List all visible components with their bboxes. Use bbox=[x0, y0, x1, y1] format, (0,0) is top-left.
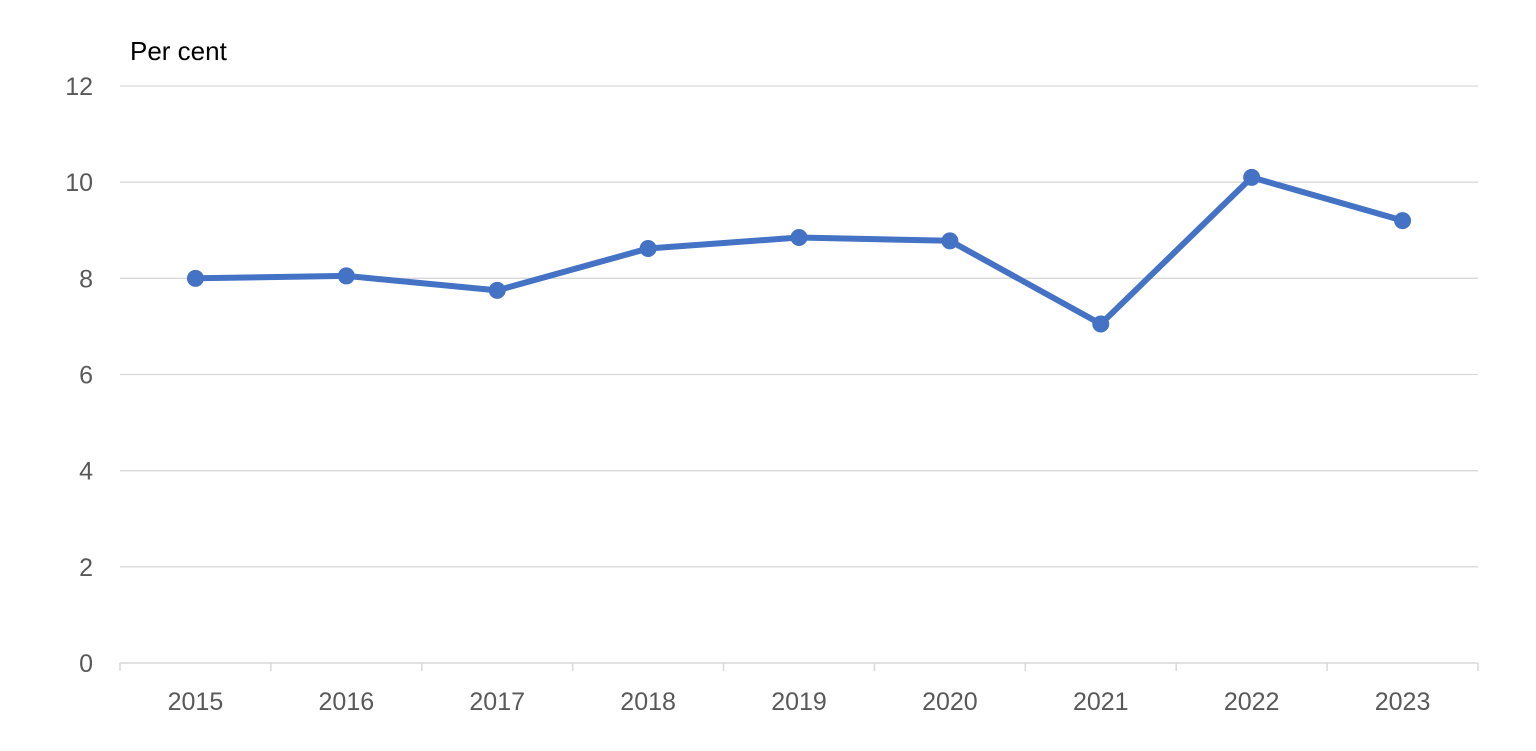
x-tick-label: 2021 bbox=[1073, 688, 1129, 716]
series-line bbox=[192, 174, 1406, 327]
data-point-2022 bbox=[1243, 168, 1261, 186]
data-point-2018 bbox=[639, 240, 657, 258]
y-tick-label: 10 bbox=[65, 169, 93, 197]
data-point-2015 bbox=[186, 269, 204, 287]
x-tick-label: 2015 bbox=[168, 688, 224, 716]
x-tick-label: 2020 bbox=[922, 688, 978, 716]
y-tick-label: 0 bbox=[79, 650, 93, 678]
y-axis-ticks: 0 2 4 6 8 10 12 bbox=[65, 73, 93, 678]
x-axis-ticks: 2015 2016 2017 2018 2019 2020 2021 2022 2023 bbox=[168, 688, 1431, 716]
y-tick-label: 2 bbox=[79, 554, 93, 582]
data-point-2023 bbox=[1394, 212, 1412, 230]
x-tick-label: 2023 bbox=[1375, 688, 1431, 716]
y-tick-label: 6 bbox=[79, 362, 93, 390]
data-point-2016 bbox=[337, 267, 355, 285]
y-tick-label: 4 bbox=[79, 458, 93, 486]
data-point-2021 bbox=[1092, 315, 1110, 333]
y-tick-label: 8 bbox=[79, 265, 93, 293]
x-tick-label: 2016 bbox=[319, 688, 375, 716]
x-tick-label: 2017 bbox=[469, 688, 525, 716]
y-axis-title: Per cent bbox=[130, 36, 227, 66]
data-point-2017 bbox=[488, 281, 506, 299]
data-point-2020 bbox=[941, 232, 959, 250]
data-point-2019 bbox=[790, 228, 808, 246]
gridlines bbox=[120, 85, 1478, 568]
x-tick-label: 2019 bbox=[771, 688, 827, 716]
x-axis bbox=[119, 662, 1479, 671]
series-1 bbox=[186, 168, 1412, 333]
x-tick-label: 2022 bbox=[1224, 688, 1280, 716]
x-tick-label: 2018 bbox=[620, 688, 676, 716]
y-tick-label: 12 bbox=[65, 73, 93, 101]
